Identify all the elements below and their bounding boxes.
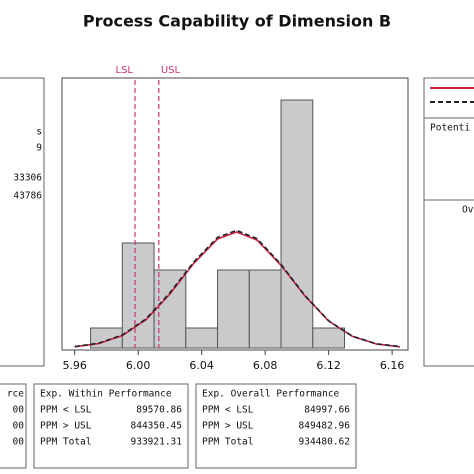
x-tick-label: 6.12 <box>316 359 341 372</box>
table-label: PPM Total <box>40 437 91 448</box>
table-value: 844350.45 <box>131 421 182 432</box>
table-value: 934480.62 <box>299 437 350 448</box>
panel-text: Ov <box>462 205 474 216</box>
table-title: Exp. Within Performance <box>40 389 172 400</box>
bottom-left-panel <box>0 383 27 469</box>
bar <box>248 269 282 349</box>
table-value: 84997.66 <box>304 405 350 416</box>
right-panel <box>423 77 474 367</box>
panel-text: Potenti <box>430 123 470 134</box>
table-label: PPM > USL <box>40 421 92 432</box>
table-value: 849482.96 <box>299 421 351 432</box>
spec-label: USL <box>161 65 181 76</box>
chart-title: Process Capability of Dimension B <box>83 12 391 31</box>
spec-label: LSL <box>116 65 134 76</box>
bar <box>185 327 219 349</box>
x-tick-label: 6.04 <box>189 359 214 372</box>
fit-curve <box>74 229 401 348</box>
x-tick-label: 6.16 <box>380 359 405 372</box>
table-label: PPM < LSL <box>202 405 254 416</box>
bar <box>217 269 250 349</box>
panel-text: 00 <box>13 421 25 432</box>
panel-text: rce <box>7 389 24 400</box>
panel-text: 33306 <box>13 173 42 184</box>
bar <box>280 99 314 349</box>
panel-text: 43786 <box>13 191 42 202</box>
table-value: 933921.31 <box>131 437 183 448</box>
x-tick-label: 5.96 <box>62 359 87 372</box>
left-panel <box>0 77 45 367</box>
panel-text: 9 <box>36 143 42 154</box>
table-label: PPM < LSL <box>40 405 92 416</box>
table-label: PPM Total <box>202 437 253 448</box>
bar <box>312 327 346 349</box>
table-value: 89570.86 <box>136 405 182 416</box>
x-tick-label: 6.00 <box>126 359 151 372</box>
table-title: Exp. Overall Performance <box>202 389 340 400</box>
overall-panel <box>195 383 357 469</box>
panel-text: s <box>36 127 42 138</box>
table-label: PPM > USL <box>202 421 254 432</box>
x-tick-label: 6.08 <box>253 359 278 372</box>
panel-text: 00 <box>13 437 25 448</box>
panel-text: 00 <box>13 405 25 416</box>
within-panel <box>33 383 189 469</box>
